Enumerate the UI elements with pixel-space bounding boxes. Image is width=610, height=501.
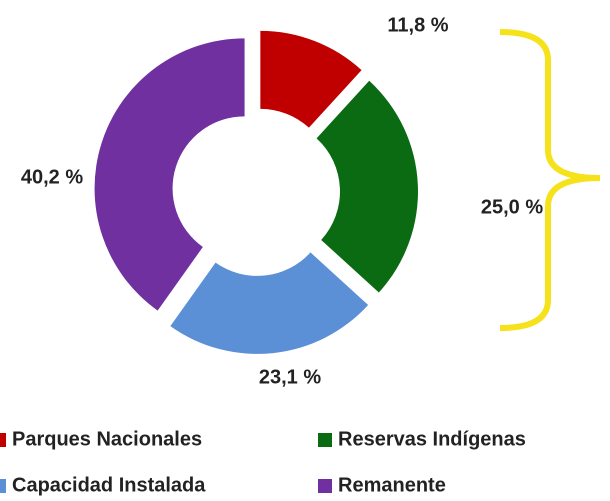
data-label: 23,1 % [259,366,321,388]
bracket [499,29,601,331]
data-label: 11,8 % [387,14,448,36]
legend-swatch [318,479,332,493]
legend-label: Parques Nacionales [12,428,202,450]
legend-label: Remanente [338,474,446,496]
data-label: 40,2 % [21,166,83,188]
data-label: 25,0 % [481,196,543,218]
donut-segment [316,80,418,293]
donut-segment [260,30,362,128]
legend-swatch [0,479,6,493]
donut-segment [94,38,245,311]
legend-swatch [318,433,332,447]
donut-segment [170,252,369,354]
legend-label: Capacidad Instalada [12,474,206,496]
legend-swatch [0,433,6,447]
legend-label: Reservas Indígenas [338,428,526,450]
